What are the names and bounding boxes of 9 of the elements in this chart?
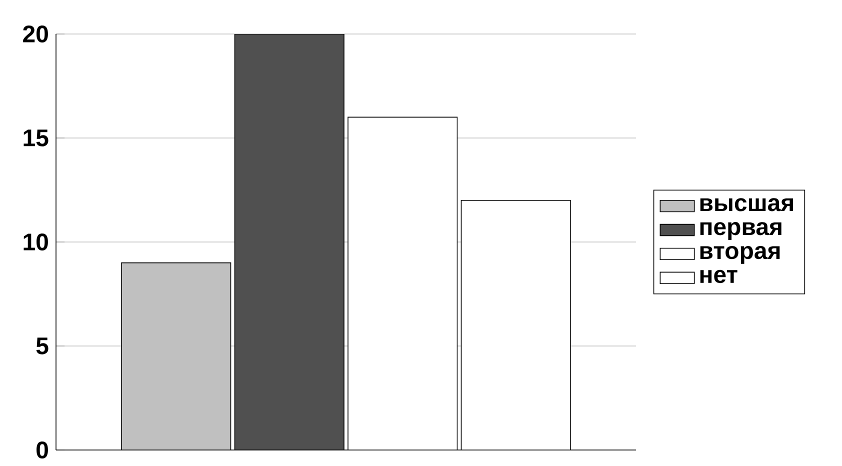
legend-label: нет [700,270,738,284]
y-tick-label: 10 [24,234,48,250]
legend-label: вторая [700,246,780,264]
y-tick-label: 0 [36,441,48,458]
y-tick-label: 15 [24,130,48,146]
legend-label: высшая [700,198,793,212]
y-tick-label: 20 [23,26,48,42]
y-tick-label: 5 [36,338,48,354]
legend-label: первая [700,222,782,240]
